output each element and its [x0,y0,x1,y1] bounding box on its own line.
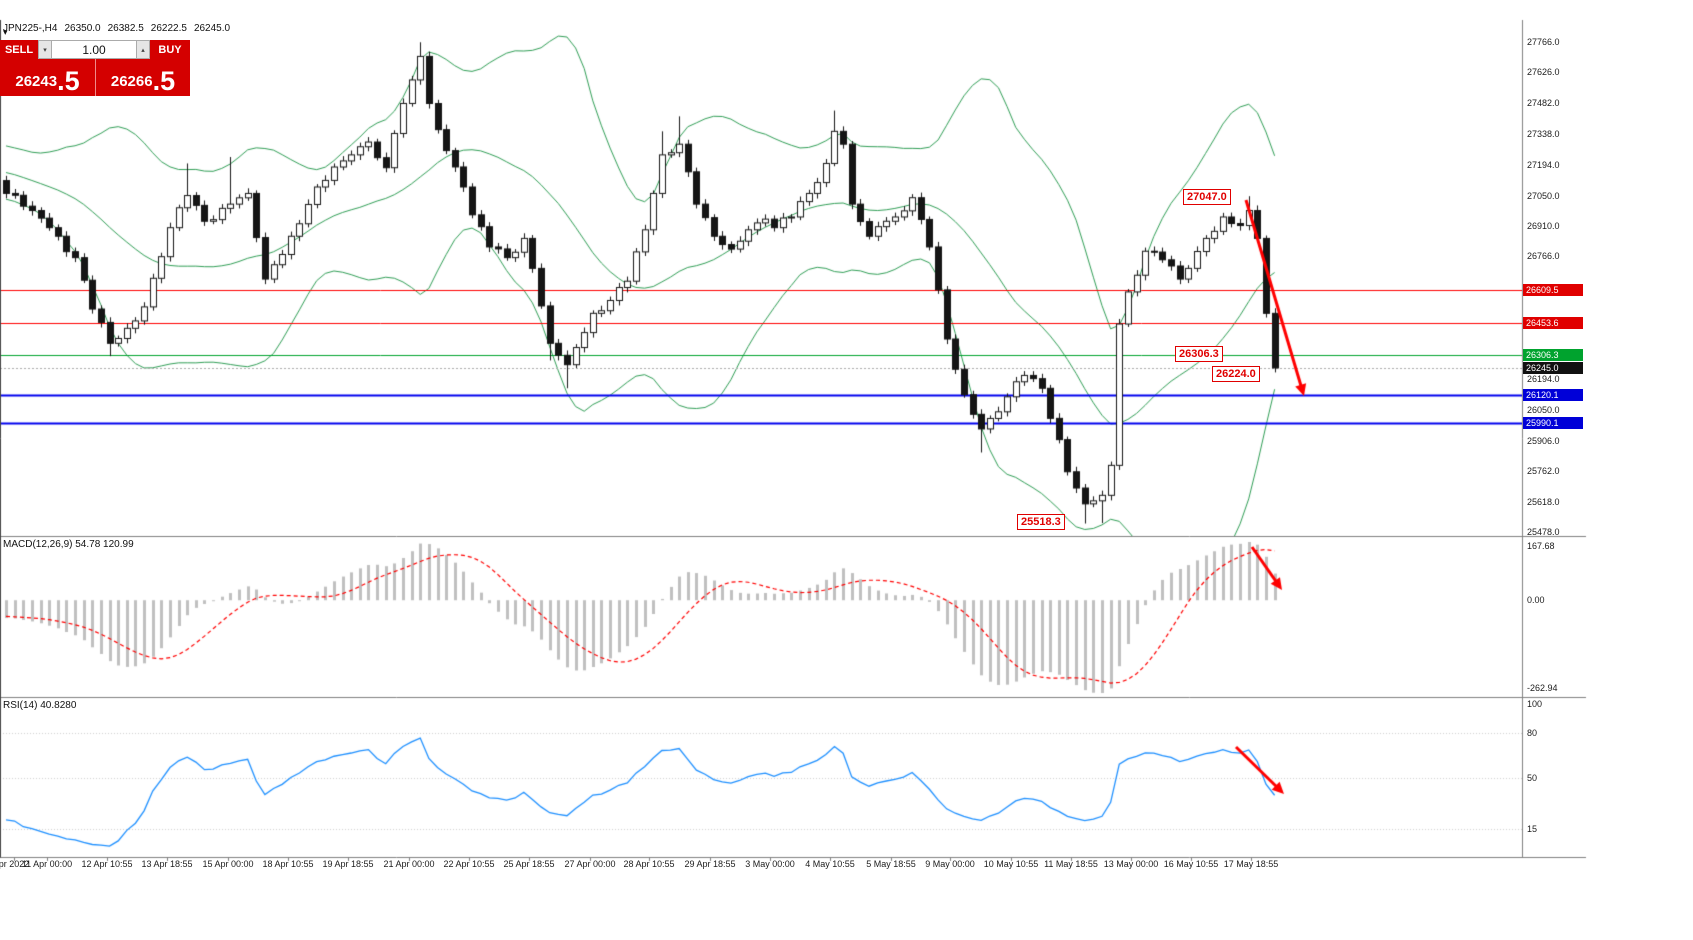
price-annotation: 25518.3 [1017,514,1065,530]
price-axis-label: 27050.0 [1527,190,1560,201]
macd-indicator-label: MACD(12,26,9) 54.78 120.99 [3,539,134,550]
one-click-trading-panel: SELL ▾ ▴ BUY 26243.5 26266.5 [0,40,190,96]
price-axis-label: 26194.0 [1527,373,1560,384]
sell-button[interactable]: SELL [0,40,38,59]
rsi-axis-label: 80 [1527,728,1538,739]
time-axis-label: 3 May 00:00 [745,859,795,869]
price-axis-label: 27766.0 [1527,37,1560,48]
buy-price-display[interactable]: 26266.5 [95,59,190,96]
time-axis-label: pr 2022 [0,859,30,869]
price-axis-label: 26050.0 [1527,404,1560,415]
price-axis-label: 25618.0 [1527,497,1560,508]
time-axis-label: 27 Apr 00:00 [564,859,616,869]
symbol-ohlc-info: JPN225-,H4 26350.0 26382.5 26222.5 26245.0 [3,23,237,34]
buy-price-main: 26266 [110,73,153,90]
time-axis-label: 28 Apr 10:55 [623,859,675,869]
price-axis-label: 27626.0 [1527,67,1560,78]
macd-axis-label: 167.68 [1527,541,1555,551]
price-annotation: 26306.3 [1175,346,1223,362]
time-axis-label: 4 May 10:55 [805,859,855,869]
price-level-tag: 26120.1 [1523,388,1583,401]
low-value: 26222.5 [150,23,187,34]
time-axis-label: 11 Apr 00:00 [21,859,73,869]
time-axis-label: 21 Apr 00:00 [383,859,435,869]
time-axis-label: 5 May 18:55 [866,859,916,869]
price-axis-label: 27194.0 [1527,159,1560,170]
price-level-tag: 26245.0 [1523,361,1583,374]
trade-prices-row: 26243.5 26266.5 [0,59,190,96]
trade-controls-row: SELL ▾ ▴ BUY [0,40,190,59]
buy-price-pip: .5 [152,66,176,97]
time-axis-label: 22 Apr 10:55 [443,859,495,869]
time-axis-label: 25 Apr 18:55 [503,859,555,869]
open-value: 26350.0 [64,23,101,34]
macd-axis-label: -262.94 [1527,683,1558,694]
rsi-axis-label: 15 [1527,823,1538,834]
price-level-tag: 26609.5 [1523,283,1583,296]
time-axis-label: 9 May 00:00 [925,859,975,869]
symbol-period-label: JPN225-,H4 [3,23,58,34]
price-level-tag: 26306.3 [1523,348,1583,361]
time-axis-label: 13 May 00:00 [1103,859,1159,869]
time-axis-label: 29 Apr 18:55 [684,859,736,869]
price-annotation: 27047.0 [1183,189,1231,205]
time-axis-label: 18 Apr 10:55 [262,859,314,869]
time-axis-label: 15 Apr 00:00 [202,859,254,869]
time-axis-label: 13 Apr 18:55 [141,859,193,869]
time-axis-label: 16 May 10:55 [1163,859,1219,869]
volume-decrease-button[interactable]: ▾ [38,40,52,59]
one-click-collapse-icon[interactable]: ▾ [3,27,8,37]
price-axis-label: 25906.0 [1527,435,1560,446]
price-level-tag: 26453.6 [1523,317,1583,330]
rsi-axis-label: 50 [1527,772,1538,783]
volume-increase-button[interactable]: ▴ [136,40,150,59]
time-axis-label: 17 May 18:55 [1223,859,1279,869]
price-axis-label: 27482.0 [1527,98,1560,109]
time-axis-label: 12 Apr 10:55 [81,859,133,869]
sell-price-display[interactable]: 26243.5 [0,59,95,96]
sell-price-pip: .5 [57,66,80,97]
rsi-indicator-label: RSI(14) 40.8280 [3,700,77,711]
buy-button[interactable]: BUY [150,40,190,59]
price-axis-label: 26766.0 [1527,251,1560,262]
sell-price-main: 26243 [15,73,58,90]
price-level-tag: 25990.1 [1523,416,1583,429]
price-axis-label: 26910.0 [1527,220,1560,231]
volume-input[interactable] [52,40,136,59]
price-axis-label: 25762.0 [1527,466,1560,477]
price-annotation: 26224.0 [1212,366,1260,382]
price-axis-label: 25478.0 [1527,527,1560,538]
time-axis-label: 11 May 18:55 [1044,859,1098,869]
price-axis-label: 27338.0 [1527,128,1560,139]
rsi-axis-label: 100 [1527,699,1543,709]
time-axis-label: 10 May 10:55 [983,859,1039,869]
high-value: 26382.5 [107,23,144,34]
close-value: 26245.0 [193,23,231,34]
macd-axis-label: 0.00 [1527,595,1545,606]
time-axis-label: 19 Apr 18:55 [322,859,374,869]
